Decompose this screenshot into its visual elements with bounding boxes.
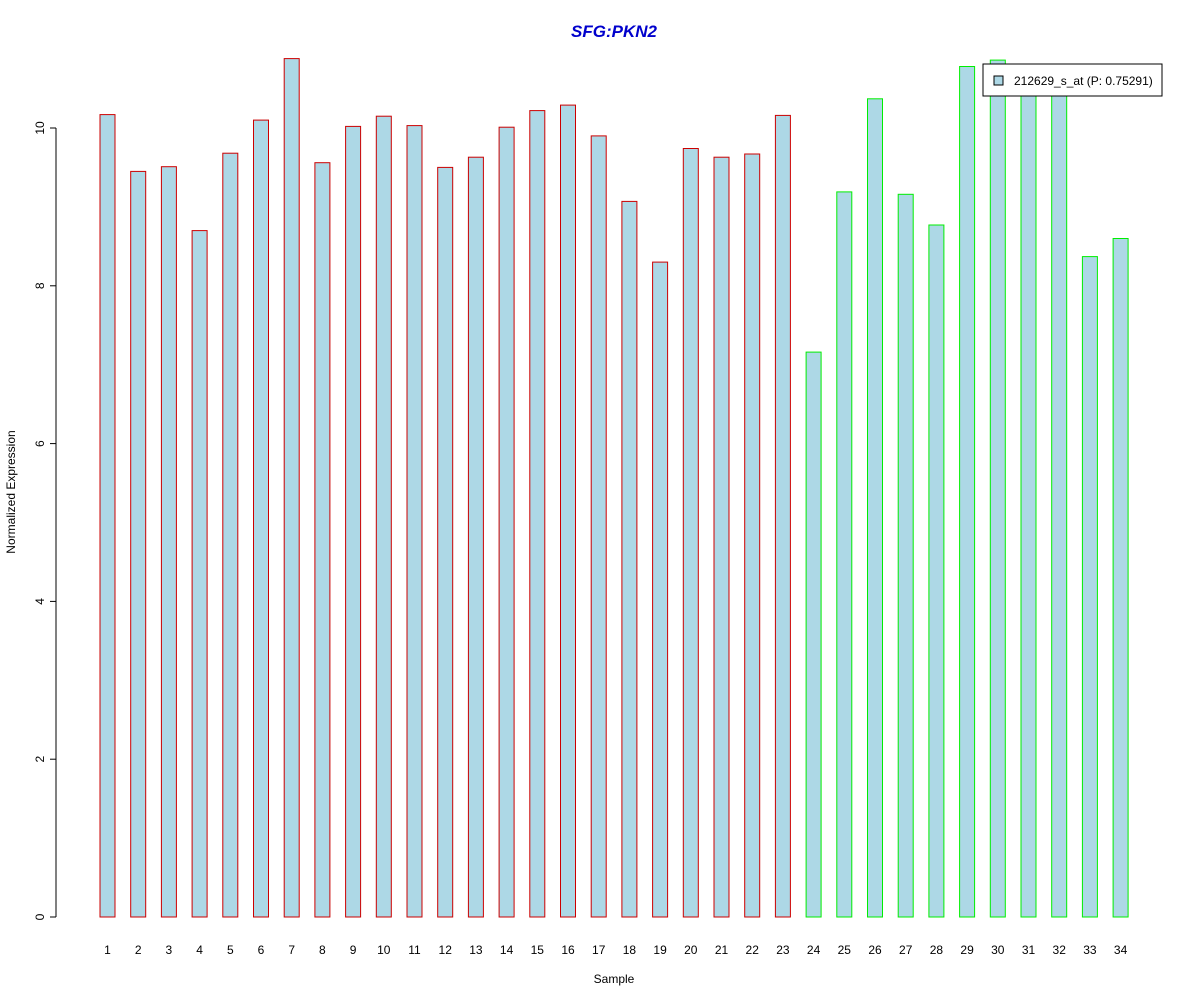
x-tick-label: 13 [469,943,483,957]
legend-swatch [993,75,1004,86]
x-tick-label: 28 [930,943,944,957]
x-axis-label: Sample [594,972,635,986]
bar-sample-4 [191,230,208,918]
x-tick-label: 21 [715,943,729,957]
bar-sample-34 [1112,238,1129,918]
bar-sample-27 [897,193,914,918]
legend-box [982,63,1163,97]
bar-sample-13 [467,156,484,918]
bar-sample-31 [1020,84,1037,918]
y-tick-label: 0 [33,913,47,920]
y-axis: 0 2 4 6 8 10 [33,121,57,920]
bar-sample-20 [682,148,699,918]
x-tick-label: 16 [561,943,575,957]
y-tick-label: 10 [33,121,47,135]
x-tick-label: 7 [288,943,295,957]
x-tick-label: 32 [1053,943,1067,957]
x-tick-label: 19 [653,943,667,957]
x-tick-label: 3 [166,943,173,957]
y-tick-label: 2 [33,756,47,763]
x-tick-label: 23 [776,943,790,957]
x-tick-labels: 1 2 3 4 5 6 7 8 9 10 11 12 13 14 15 16 17 18 19 20 21 22 23 24 2… [104,943,1127,957]
x-tick-label: 1 [104,943,111,957]
bar-sample-8 [314,162,331,918]
x-tick-label: 30 [991,943,1005,957]
bar-sample-7 [283,58,300,918]
x-tick-label: 10 [377,943,391,957]
bar-sample-5 [222,152,239,918]
bar-sample-19 [652,261,669,918]
bar-sample-25 [836,191,853,918]
y-tick-label: 4 [33,598,47,605]
x-tick-label: 8 [319,943,326,957]
x-tick-label: 15 [531,943,545,957]
bar-sample-22 [744,153,761,918]
bar-sample-9 [345,125,362,918]
bar-sample-10 [375,115,392,918]
bar-sample-18 [621,200,638,918]
x-tick-label: 20 [684,943,698,957]
bar-sample-15 [529,110,546,918]
x-tick-label: 4 [196,943,203,957]
bar-sample-33 [1081,256,1098,918]
bar-sample-14 [498,126,515,918]
x-tick-label: 31 [1022,943,1036,957]
x-tick-label: 29 [960,943,974,957]
x-tick-label: 34 [1114,943,1128,957]
bar-sample-28 [928,224,945,918]
bar-sample-30 [989,59,1006,918]
bar-series [99,58,1129,918]
bar-sample-3 [160,166,177,918]
x-tick-label: 27 [899,943,913,957]
legend: 212629_s_at (P: 0.75291) [982,63,1163,97]
y-tick-label: 6 [33,440,47,447]
bar-sample-23 [774,114,791,918]
chart-title: SFG:PKN2 [571,22,658,41]
bar-sample-26 [867,98,883,918]
x-tick-label: 6 [258,943,265,957]
x-tick-label: 33 [1083,943,1097,957]
x-tick-label: 14 [500,943,514,957]
x-tick-label: 26 [868,943,882,957]
x-tick-label: 12 [439,943,453,957]
legend-entry: 212629_s_at (P: 0.75291) [1014,74,1153,88]
x-tick-label: 5 [227,943,234,957]
bar-sample-17 [590,135,607,918]
y-axis-label: Normalized Expression [4,430,18,553]
bar-sample-12 [437,166,454,918]
bar-sample-2 [130,170,147,918]
x-tick-label: 2 [135,943,142,957]
y-tick-label: 8 [33,282,47,289]
bar-sample-21 [713,156,730,918]
bar-sample-6 [253,119,269,918]
x-tick-label: 18 [623,943,637,957]
x-tick-label: 11 [408,943,421,957]
bar-sample-29 [959,66,976,918]
x-tick-label: 25 [838,943,852,957]
bar-sample-11 [406,125,423,918]
x-tick-label: 17 [592,943,606,957]
bar-sample-24 [805,351,822,918]
bar-sample-1 [99,114,116,918]
x-tick-label: 9 [350,943,357,957]
bar-sample-32 [1051,88,1068,918]
x-tick-label: 24 [807,943,821,957]
x-tick-label: 22 [746,943,760,957]
bar-sample-16 [560,104,576,918]
